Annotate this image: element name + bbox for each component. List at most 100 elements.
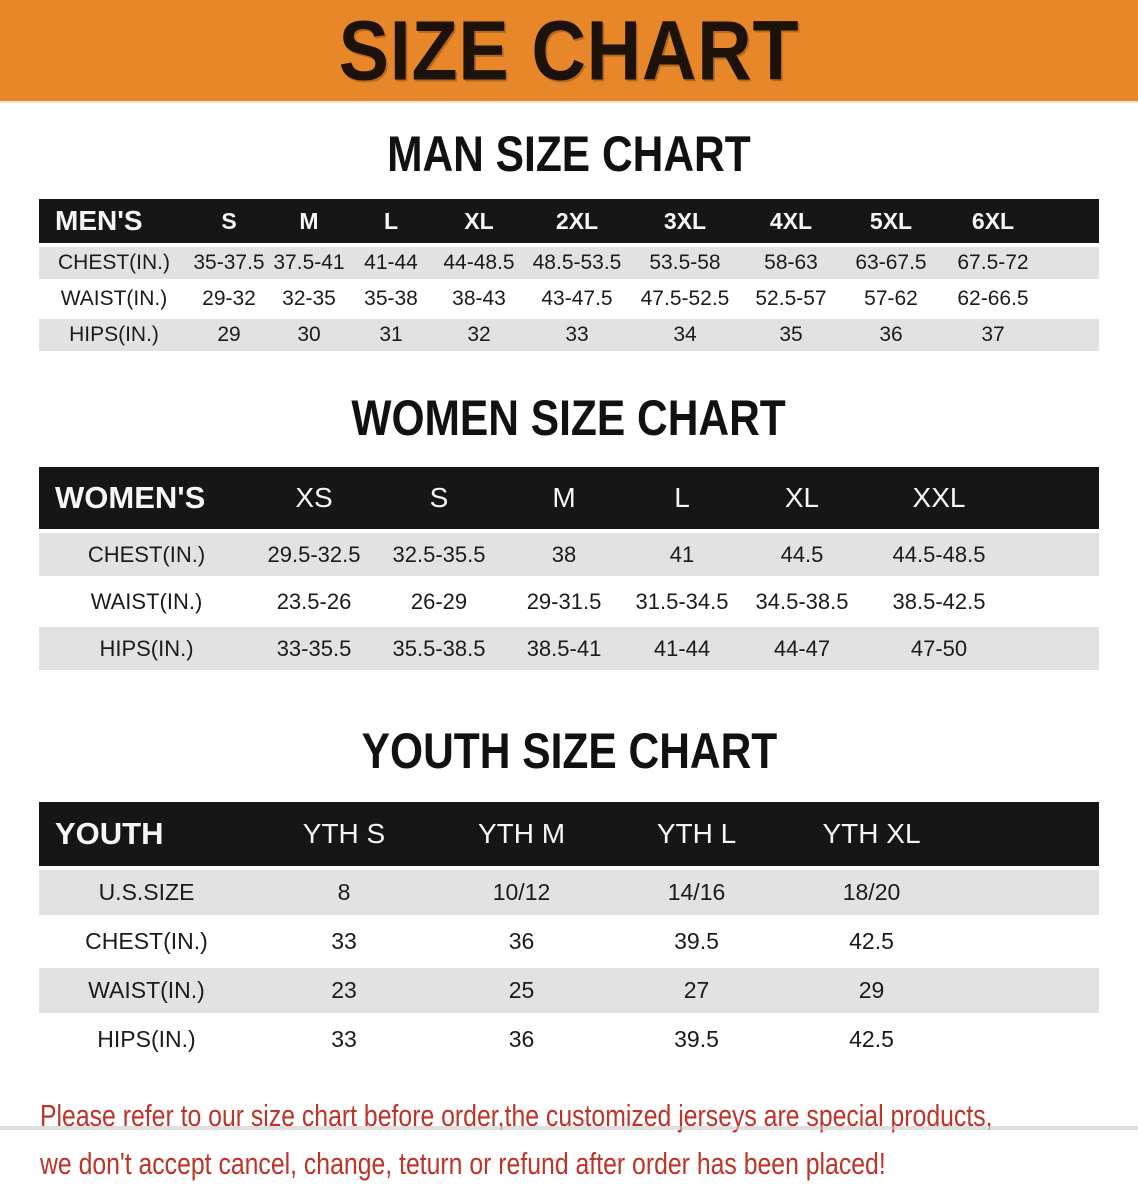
women-size-col: XL [740,467,864,529]
table-row: WAIST(IN.) 29-32 32-35 35-38 38-43 43-47… [39,283,1099,315]
cell: 32.5-35.5 [374,533,504,576]
men-size-col: 6XL [941,199,1045,243]
cell: 67.5-72 [941,247,1045,279]
cell: 36 [841,319,941,351]
cell: 23 [254,968,434,1013]
women-size-col: M [504,467,624,529]
row-label: WAIST(IN.) [39,968,254,1013]
men-size-col: 2XL [525,199,629,243]
spacer-cell [959,968,1099,1013]
women-size-col: L [624,467,740,529]
men-size-col: 4XL [741,199,841,243]
cell: 37.5-41 [269,247,349,279]
cell: 44.5-48.5 [864,533,1014,576]
cell: 42.5 [784,1017,959,1062]
cell: 47.5-52.5 [629,283,741,315]
cell: 29 [784,968,959,1013]
cell: 43-47.5 [525,283,629,315]
men-section-heading: MAN SIZE CHART [0,129,1138,179]
cell: 29 [189,319,269,351]
cell: 31.5-34.5 [624,580,740,623]
cell: 41-44 [349,247,433,279]
cell: 41 [624,533,740,576]
cell: 25 [434,968,609,1013]
spacer-cell [959,870,1099,915]
youth-size-col: YTH M [434,802,609,866]
cell: 33 [525,319,629,351]
youth-table-title: YOUTH [39,802,254,866]
men-size-col: S [189,199,269,243]
table-row: WAIST(IN.) 23.5-26 26-29 29-31.5 31.5-34… [39,580,1099,623]
table-row: HIPS(IN.) 33 36 39.5 42.5 [39,1017,1099,1062]
spacer-cell [1014,533,1099,576]
cell: 39.5 [609,919,784,964]
youth-section-heading: YOUTH SIZE CHART [0,726,1138,776]
youth-size-col: YTH L [609,802,784,866]
cell: 36 [434,1017,609,1062]
row-label: CHEST(IN.) [39,533,254,576]
women-size-table: WOMEN'S XS S M L XL XXL CHEST(IN.) 29.5-… [39,463,1099,674]
women-size-col: XXL [864,467,1014,529]
men-size-col: XL [433,199,525,243]
cell: 42.5 [784,919,959,964]
cell: 8 [254,870,434,915]
cell: 36 [434,919,609,964]
row-label: WAIST(IN.) [39,283,189,315]
cell: 27 [609,968,784,1013]
cell: 41-44 [624,627,740,670]
row-label: CHEST(IN.) [39,247,189,279]
bottom-edge-line [0,1126,1138,1130]
cell: 34 [629,319,741,351]
women-header-row: WOMEN'S XS S M L XL XXL [39,467,1099,529]
men-header-row: MEN'S S M L XL 2XL 3XL 4XL 5XL 6XL [39,199,1099,243]
cell: 37 [941,319,1045,351]
cell: 18/20 [784,870,959,915]
cell: 30 [269,319,349,351]
row-label: HIPS(IN.) [39,1017,254,1062]
cell: 58-63 [741,247,841,279]
men-size-col: M [269,199,349,243]
table-row: U.S.SIZE 8 10/12 14/16 18/20 [39,870,1099,915]
table-row: CHEST(IN.) 35-37.5 37.5-41 41-44 44-48.5… [39,247,1099,279]
men-table-title: MEN'S [39,199,189,243]
row-label: HIPS(IN.) [39,627,254,670]
spacer-cell [1014,467,1099,529]
cell: 38 [504,533,624,576]
table-row: WAIST(IN.) 23 25 27 29 [39,968,1099,1013]
spacer-cell [959,1017,1099,1062]
women-heading-text: WOMEN SIZE CHART [351,390,787,446]
cell: 44-48.5 [433,247,525,279]
spacer-cell [1014,580,1099,623]
youth-header-row: YOUTH YTH S YTH M YTH L YTH XL [39,802,1099,866]
table-row: CHEST(IN.) 29.5-32.5 32.5-35.5 38 41 44.… [39,533,1099,576]
row-label: HIPS(IN.) [39,319,189,351]
men-size-table: MEN'S S M L XL 2XL 3XL 4XL 5XL 6XL CHEST… [39,195,1099,355]
cell: 44-47 [740,627,864,670]
cell: 38.5-42.5 [864,580,1014,623]
row-label: CHEST(IN.) [39,919,254,964]
spacer-cell [1045,199,1099,243]
spacer-cell [959,919,1099,964]
youth-size-col: YTH XL [784,802,959,866]
women-section-heading: WOMEN SIZE CHART [0,393,1138,443]
cell: 63-67.5 [841,247,941,279]
cell: 33 [254,919,434,964]
cell: 35 [741,319,841,351]
cell: 35.5-38.5 [374,627,504,670]
cell: 38-43 [433,283,525,315]
spacer-cell [1045,319,1099,351]
spacer-cell [959,802,1099,866]
men-heading-text: MAN SIZE CHART [387,126,751,182]
table-row: CHEST(IN.) 33 36 39.5 42.5 [39,919,1099,964]
spacer-cell [1014,627,1099,670]
disclaimer-line-1: Please refer to our size chart before or… [40,1098,993,1133]
cell: 57-62 [841,283,941,315]
cell: 35-38 [349,283,433,315]
row-label: U.S.SIZE [39,870,254,915]
cell: 48.5-53.5 [525,247,629,279]
cell: 52.5-57 [741,283,841,315]
cell: 34.5-38.5 [740,580,864,623]
row-label: WAIST(IN.) [39,580,254,623]
cell: 53.5-58 [629,247,741,279]
cell: 39.5 [609,1017,784,1062]
